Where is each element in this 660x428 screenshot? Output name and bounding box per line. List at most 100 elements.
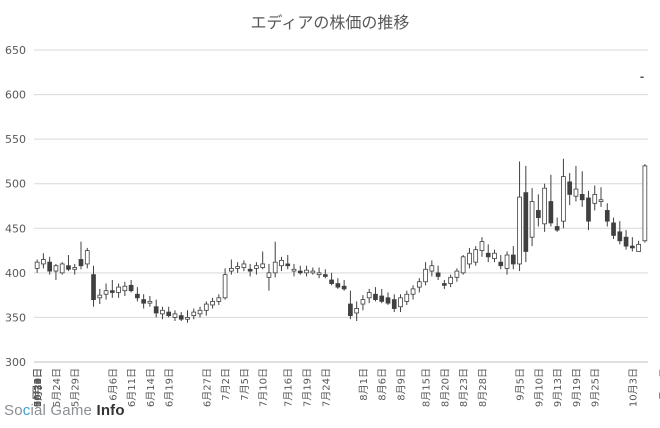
candle (611, 217, 616, 239)
candle (567, 173, 573, 206)
x-tick-label: 9月13日 (552, 368, 564, 407)
candle-body-down (586, 197, 591, 222)
candle-body-up (561, 176, 566, 222)
candle-body-down (78, 259, 84, 267)
candle-body-down (554, 226, 560, 231)
x-tick-label: 7月2日 (220, 368, 232, 401)
candle-body-down (373, 293, 378, 301)
candle (103, 283, 109, 300)
candle (254, 262, 259, 275)
candle (467, 247, 472, 269)
candle (210, 297, 215, 309)
candle-body-up (72, 267, 78, 270)
x-tick-label: 9月5日 (515, 368, 527, 401)
candle-body-down (329, 279, 334, 284)
x-tick-label: 10月11日 (659, 368, 660, 413)
candle (47, 256, 53, 275)
candle-body-down (153, 306, 159, 314)
x-tick-label: 5月21日 (32, 368, 44, 407)
candle (492, 249, 497, 263)
candle (160, 306, 165, 320)
x-tick-label: 7月16日 (283, 368, 295, 407)
candle (360, 295, 366, 311)
x-tick-label: 8月23日 (458, 368, 470, 407)
candle (379, 288, 385, 304)
x-tick-label: 5月24日 (51, 368, 63, 407)
candle-body-up (316, 272, 322, 276)
candle (573, 165, 579, 202)
chart-title: エディアの株価の推移 (251, 13, 410, 32)
candle-body-up (479, 241, 485, 251)
logo-mid: ial Game (30, 402, 97, 419)
x-tick-label: 6月19日 (164, 368, 176, 407)
candle (429, 260, 435, 277)
candle (385, 292, 391, 305)
candle (454, 268, 460, 282)
candle-body-up (448, 276, 453, 284)
candle (561, 158, 566, 229)
candle (335, 278, 341, 289)
y-tick-label: 600 (5, 89, 26, 102)
candle (398, 294, 403, 313)
candle (128, 279, 134, 293)
candle-body-down (322, 274, 328, 277)
candle-body-down (611, 222, 616, 236)
x-tick-label: 8月1日 (358, 368, 370, 401)
candle (59, 262, 65, 275)
candle-body-down (128, 284, 134, 292)
x-tick-label: 8月9日 (396, 368, 408, 401)
candle (510, 246, 516, 270)
candle (166, 306, 172, 318)
candle-body-up (103, 290, 109, 295)
candle-body-down (391, 299, 397, 309)
x-tick-label: 7月29日 (32, 368, 44, 407)
candle-body-down (579, 194, 585, 201)
candle-body-up (304, 269, 309, 274)
candle-body-up (454, 270, 460, 278)
candle (222, 268, 228, 300)
candle (354, 301, 360, 321)
x-axis: 5月21日 5月24日 5月29日 6月3日 6月6日 6月11日 6月14日 6月19日 6月… (32, 368, 660, 413)
candle-body-up (116, 286, 121, 293)
candle (191, 308, 197, 320)
candle (642, 164, 648, 243)
logo-prefix: So (4, 402, 23, 419)
candle (523, 165, 529, 263)
candle (285, 255, 291, 270)
candle (153, 299, 159, 318)
x-tick-label: 8月28日 (477, 368, 489, 407)
candle (586, 190, 591, 231)
candle-body-up (59, 263, 65, 274)
candle-body-down (341, 285, 347, 290)
candle (203, 301, 209, 316)
candle-body-up (210, 300, 215, 306)
x-tick-label: 5月29日 (70, 368, 82, 407)
candle-body-down (135, 293, 140, 299)
candle (617, 221, 623, 245)
candle (297, 265, 303, 275)
candle-body-up (272, 261, 278, 274)
candle (498, 255, 504, 270)
candle-body-up (492, 252, 497, 259)
candle-body-up (229, 267, 234, 272)
logo-bold: Info (96, 402, 125, 419)
candle (479, 237, 485, 257)
candle-body-up (642, 165, 648, 242)
candle (604, 203, 610, 227)
candle (423, 262, 428, 286)
candle-body-down (141, 299, 146, 304)
candle-body-up (260, 263, 266, 268)
candle-body-down (498, 261, 504, 267)
candle (442, 279, 447, 289)
candle (579, 171, 585, 207)
y-tick-label: 500 (5, 178, 26, 191)
candle-body-up (416, 281, 422, 288)
candle-body-up (542, 187, 547, 225)
candle-body-up (266, 272, 272, 278)
candle (623, 230, 629, 250)
candle-body-up (97, 294, 103, 299)
candle-body-down (109, 290, 115, 293)
candle-body-down (567, 181, 573, 195)
candle (91, 265, 96, 307)
candle-body-up (473, 249, 479, 263)
